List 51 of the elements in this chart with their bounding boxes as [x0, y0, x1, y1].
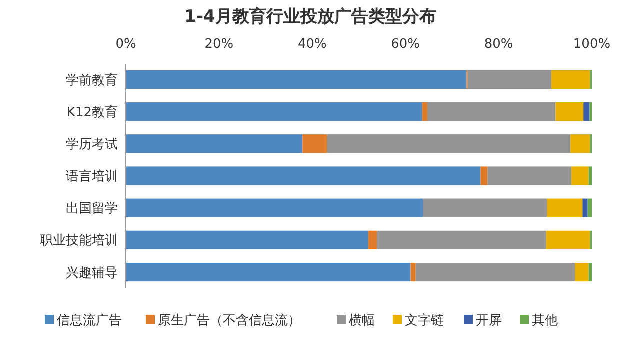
- x-tick-label: 80%: [484, 37, 514, 52]
- bar: [126, 198, 424, 218]
- y-tick-label: 职业技能培训: [40, 234, 118, 249]
- bar: [423, 198, 548, 218]
- legend-label: 开屏: [476, 314, 502, 329]
- bar: [302, 134, 328, 154]
- y-tick-label: 语言培训: [66, 168, 118, 185]
- y-tick-label: 学历考试: [66, 137, 118, 152]
- legend-label: 横幅: [349, 314, 375, 329]
- bar: [327, 134, 571, 154]
- y-tick-label: K12教育: [66, 104, 118, 120]
- x-tick-label: 100%: [573, 37, 611, 52]
- bar: [551, 70, 590, 90]
- bar: [126, 102, 422, 122]
- bar: [488, 166, 572, 186]
- x-tick-label: 20%: [204, 37, 234, 52]
- bar: [126, 134, 303, 154]
- x-tick-label: 40%: [298, 37, 327, 52]
- chart-title: 1-4月教育行业投放广告类型分布: [184, 6, 436, 27]
- bar: [410, 262, 416, 282]
- y-tick-label: 出国留学: [66, 202, 118, 217]
- bar: [575, 262, 589, 282]
- legend-label: 其他: [532, 314, 558, 329]
- bar: [582, 198, 588, 218]
- bar: [126, 262, 411, 282]
- bar: [570, 134, 590, 154]
- bar: [368, 230, 378, 250]
- bar: [571, 166, 589, 186]
- x-tick-label: 0%: [116, 37, 136, 52]
- legend-label: 文字链: [405, 312, 444, 329]
- legend-label: 原生广告（不含信息流）: [158, 312, 301, 329]
- x-tick-label: 60%: [391, 37, 420, 52]
- bar: [547, 198, 583, 218]
- bar: [126, 166, 481, 186]
- y-tick-label: 学前教育: [66, 72, 118, 88]
- bar: [428, 102, 556, 122]
- legend-label: 信息流广告: [57, 312, 122, 329]
- bar: [556, 102, 584, 122]
- bar: [468, 70, 552, 90]
- bar: [126, 230, 368, 250]
- bar: [480, 166, 488, 186]
- bar: [588, 166, 592, 186]
- bar: [422, 102, 428, 122]
- bar: [416, 262, 576, 282]
- bar: [546, 230, 590, 250]
- bar: [377, 230, 546, 250]
- bar: [584, 102, 590, 122]
- y-tick-label: 兴趣辅导: [66, 266, 118, 281]
- bar: [126, 70, 467, 90]
- bar: [588, 262, 592, 282]
- bar: [588, 198, 592, 218]
